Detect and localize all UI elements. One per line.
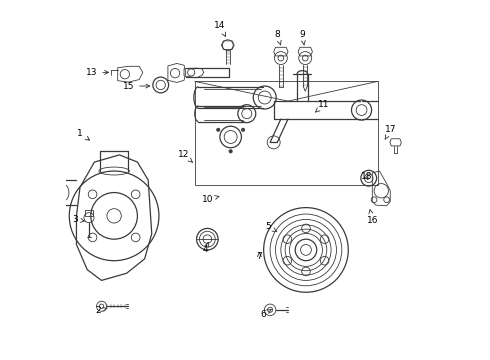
Text: 12: 12 bbox=[178, 150, 193, 162]
Text: 3: 3 bbox=[72, 215, 84, 224]
Text: 17: 17 bbox=[385, 125, 396, 140]
Text: 5: 5 bbox=[266, 222, 276, 231]
Text: 2: 2 bbox=[95, 306, 107, 315]
Text: 6: 6 bbox=[260, 310, 271, 319]
Text: 4: 4 bbox=[203, 242, 209, 255]
Text: 10: 10 bbox=[201, 195, 219, 204]
Circle shape bbox=[217, 128, 220, 132]
Text: 15: 15 bbox=[122, 82, 150, 91]
Circle shape bbox=[229, 149, 232, 153]
Text: 7: 7 bbox=[256, 252, 262, 261]
Text: 11: 11 bbox=[316, 100, 330, 112]
Text: 13: 13 bbox=[86, 68, 108, 77]
Text: 8: 8 bbox=[274, 30, 281, 45]
Text: 14: 14 bbox=[214, 21, 225, 36]
Text: 18: 18 bbox=[361, 172, 372, 181]
Text: 1: 1 bbox=[77, 129, 90, 140]
Bar bbox=[195, 81, 378, 185]
Text: 16: 16 bbox=[367, 210, 378, 225]
Text: 9: 9 bbox=[299, 30, 305, 45]
Circle shape bbox=[241, 128, 245, 132]
